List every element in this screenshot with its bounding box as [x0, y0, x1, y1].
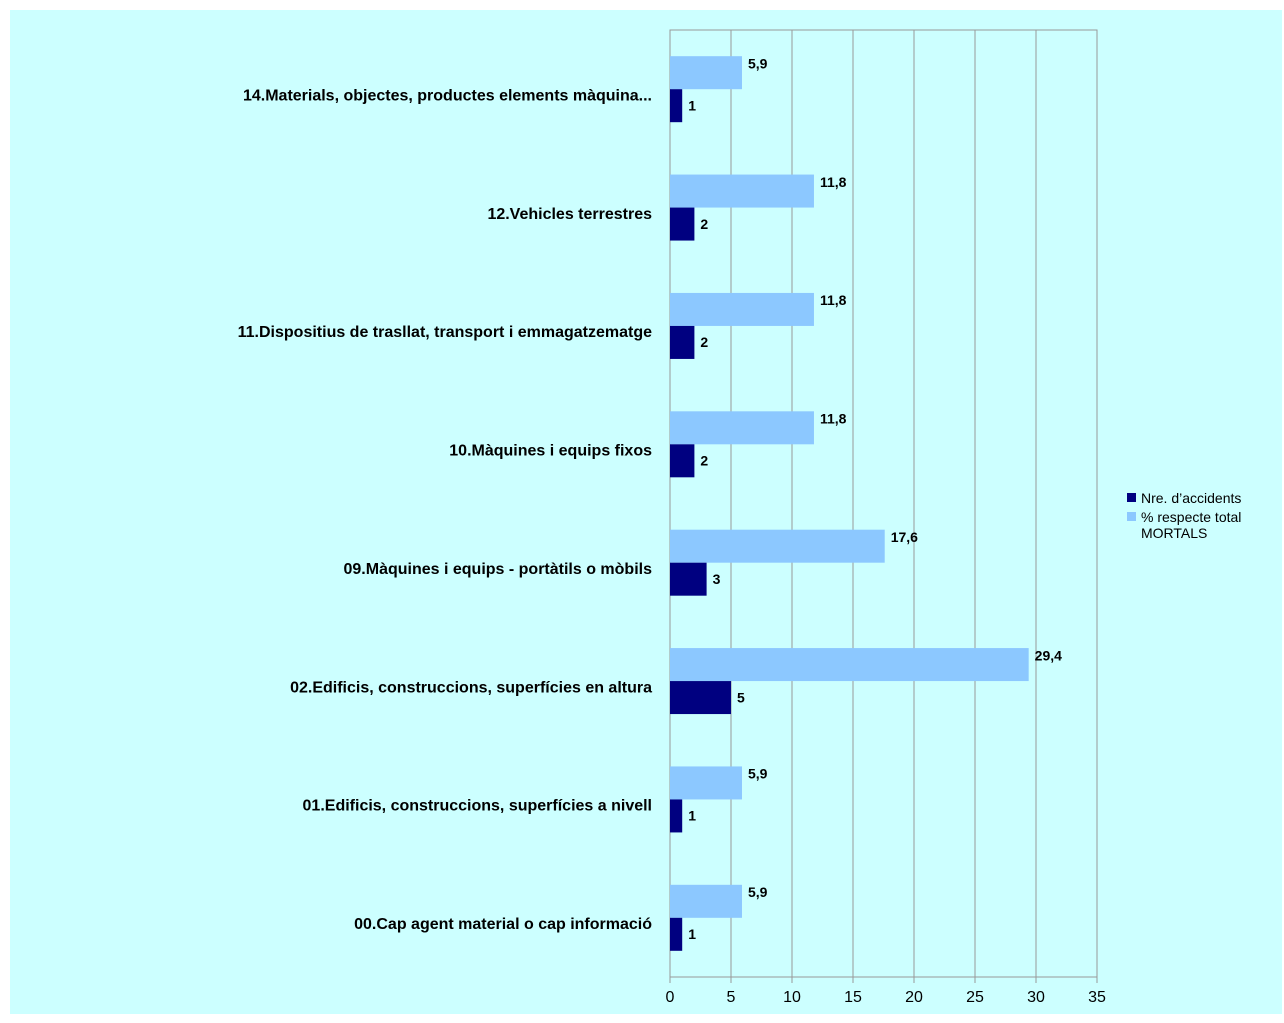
- legend-entry: % respecte total MORTALS: [1141, 509, 1242, 541]
- data-label: 1: [688, 97, 696, 113]
- y-tick-label: 09.Màquines i equips - portàtils o mòbil…: [344, 561, 653, 578]
- bar: [670, 648, 1029, 682]
- x-tick-label: 10: [783, 989, 801, 1006]
- data-label: 11,8: [820, 292, 847, 308]
- bar: [670, 207, 695, 241]
- bar: [670, 799, 683, 833]
- y-tick-label: 02.Edificis, construccions, superfícies …: [290, 679, 652, 696]
- x-tick-label: 35: [1088, 989, 1106, 1006]
- bar: [670, 174, 814, 208]
- y-tick-label: 10.Màquines i equips fixos: [449, 443, 652, 460]
- bar: [670, 292, 814, 326]
- bar: [670, 411, 814, 445]
- data-label: 1: [688, 808, 696, 824]
- data-label: 11,8: [820, 411, 847, 427]
- x-tick-label: 25: [966, 989, 984, 1006]
- legend-entry: Nre. d’accidents: [1141, 490, 1242, 506]
- data-label: 29,4: [1035, 647, 1062, 663]
- bar: [670, 884, 742, 918]
- data-label: 17,6: [891, 529, 918, 545]
- bar: [670, 56, 742, 90]
- bar: [670, 917, 683, 951]
- legend-swatch: [1127, 512, 1136, 521]
- data-label: 5,9: [748, 884, 768, 900]
- data-label: 1: [688, 926, 696, 942]
- data-label: 5,9: [748, 55, 768, 71]
- bar: [670, 562, 707, 596]
- data-label: 2: [700, 334, 708, 350]
- bar: [670, 681, 731, 715]
- data-label: 2: [700, 216, 708, 232]
- y-tick-label: 01.Edificis, construccions, superfícies …: [303, 798, 652, 815]
- x-tick-label: 20: [905, 989, 923, 1006]
- data-label: 5,9: [748, 766, 768, 782]
- data-label: 5: [737, 689, 745, 705]
- bar: [670, 325, 695, 359]
- x-tick-label: 30: [1027, 989, 1045, 1006]
- data-label: 3: [713, 571, 721, 587]
- y-tick-label: 12.Vehicles terrestres: [487, 206, 652, 223]
- data-label: 2: [700, 453, 708, 469]
- plot-area: [669, 29, 1098, 978]
- x-tick-label: 0: [666, 989, 675, 1006]
- y-tick-label: 11.Dispositius de trasllat, transport i …: [238, 324, 652, 341]
- x-tick-label: 5: [727, 989, 736, 1006]
- y-tick-label: 00.Cap agent material o cap informació: [354, 916, 652, 933]
- bar: [670, 766, 742, 800]
- legend-swatch: [1127, 493, 1136, 502]
- bar: [670, 89, 683, 123]
- x-tick-label: 15: [844, 989, 862, 1006]
- bar: [670, 444, 695, 478]
- data-label: 11,8: [820, 174, 847, 190]
- y-tick-label: 14.Materials, objectes, productes elemen…: [243, 87, 652, 104]
- bar: [670, 529, 885, 563]
